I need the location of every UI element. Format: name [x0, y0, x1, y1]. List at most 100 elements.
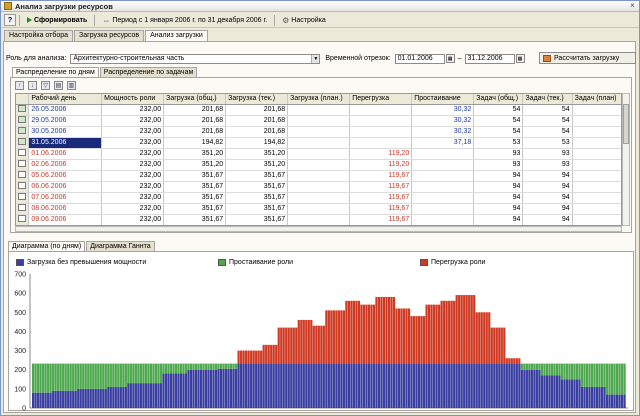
bar-idle	[603, 363, 606, 387]
calendar-icon[interactable]: ▦	[515, 54, 525, 63]
filter-icon[interactable]: ▽	[41, 81, 50, 90]
table-row[interactable]: 30.05.2006 232,00 201,68 201,68 30,32 54 54	[16, 126, 621, 138]
tab-gantt-chart[interactable]: Диаграмма Ганнта	[86, 241, 155, 251]
bar-load	[117, 386, 120, 408]
bar-load	[590, 386, 594, 408]
bar-idle	[54, 363, 57, 391]
bar-overload	[425, 304, 428, 364]
bar-load	[473, 363, 476, 408]
role-select[interactable]: Архитектурно-строительная часть ▼	[70, 53, 321, 64]
tab-load-analysis[interactable]: Анализ загрузки	[145, 30, 208, 42]
table-cell: 54	[522, 126, 573, 138]
generate-button[interactable]: Сформировать	[23, 14, 91, 26]
table-cell: 94	[473, 203, 524, 215]
column-header[interactable]: Мощность роли	[101, 94, 165, 105]
date-to-value: 31.12.2006	[467, 54, 503, 62]
print-icon[interactable]: ▥	[67, 81, 76, 90]
calculate-icon	[543, 54, 551, 62]
role-value: Архитектурно-строительная часть	[73, 54, 185, 62]
help-button[interactable]: ?	[4, 14, 16, 26]
column-header[interactable]: Перегрузка	[349, 94, 413, 105]
date-from-field[interactable]: 01.01.2006	[394, 53, 445, 64]
horizontal-scrollbar[interactable]	[15, 226, 622, 232]
bar-load	[355, 363, 358, 408]
table-row[interactable]: 02.06.2006 232,00 351,20 351,20 119,20 93 93	[16, 159, 621, 171]
bar-overload	[458, 295, 461, 364]
bar-overload	[515, 358, 518, 364]
tab-by-days[interactable]: Распределение по дням	[12, 67, 99, 77]
bar-load	[232, 368, 235, 408]
settings-button[interactable]: ⚙ Настройка	[278, 14, 330, 26]
toolbar-separator	[94, 14, 96, 26]
bar-load	[322, 363, 325, 408]
tab-chart-by-days[interactable]: Диаграмма (по дням)	[8, 241, 86, 251]
bar-load	[588, 386, 591, 408]
column-header[interactable]: Задач (тек.)	[522, 94, 573, 105]
bar-idle	[39, 363, 42, 393]
bar-idle	[169, 363, 173, 374]
table-row[interactable]: 01.06.2006 232,00 351,20 351,20 119,20 93 93	[16, 148, 621, 160]
table-cell	[572, 203, 621, 215]
column-header[interactable]: Загрузка (план.)	[287, 94, 351, 105]
column-header[interactable]: Загрузка (общ.)	[163, 94, 227, 105]
bar-load	[595, 386, 599, 408]
table-cell	[411, 159, 475, 171]
bar-load	[202, 369, 205, 408]
table-row[interactable]: 07.06.2006 232,00 351,67 351,67 119,67 94 94	[16, 192, 621, 204]
tab-resource-load[interactable]: Загрузка ресурсов	[74, 30, 145, 41]
column-header[interactable]: Простаивание	[411, 94, 475, 105]
bar-overload	[518, 358, 521, 364]
chevron-down-icon[interactable]: ▼	[311, 54, 320, 63]
sort-asc-icon[interactable]: ↑	[15, 81, 24, 90]
column-header[interactable]: Рабочий день	[28, 94, 103, 105]
bar-idle	[222, 363, 225, 369]
bar-load	[327, 363, 330, 408]
bar-load	[603, 386, 606, 408]
bar-load	[443, 363, 446, 408]
scroll-thumb[interactable]	[623, 104, 629, 144]
table-row[interactable]: 05.06.2006 232,00 351,67 351,67 119,67 94 94	[16, 170, 621, 182]
legend-swatch	[16, 259, 24, 266]
bar-overload	[382, 296, 386, 364]
table-cell: 351,67	[163, 181, 227, 193]
tab-filter-settings[interactable]: Настройка отбора	[4, 30, 74, 41]
bar-load	[610, 394, 614, 408]
table-cell	[411, 214, 475, 225]
table-row[interactable]: 26.05.2006 232,00 201,68 201,68 30,32 54 54	[16, 104, 621, 116]
column-header[interactable]: Задач (план)	[572, 94, 621, 105]
bar-load	[47, 392, 50, 408]
bar-overload	[453, 300, 456, 364]
table-cell: 194,82	[225, 137, 289, 149]
bar-load	[518, 363, 521, 408]
period-range-label: Временной отрезок:	[325, 55, 391, 62]
calendar-day-icon	[18, 214, 27, 222]
export-icon[interactable]: ▤	[54, 81, 63, 90]
tab-by-tasks[interactable]: Распределение по задачам	[99, 67, 198, 77]
bar-idle	[538, 363, 541, 370]
table-cell: 351,67	[163, 192, 227, 204]
bar-idle	[555, 363, 559, 376]
bar-overload	[367, 304, 371, 364]
bar-load	[330, 363, 333, 408]
vertical-scrollbar[interactable]	[622, 93, 630, 226]
bar-overload	[265, 344, 268, 364]
date-to-field[interactable]: 31.12.2006	[464, 53, 515, 64]
period-button[interactable]: ⇔ Период с 1 января 2006 г. по 31 декабр…	[98, 14, 271, 26]
bar-overload	[335, 310, 338, 364]
close-icon[interactable]: ×	[630, 1, 635, 10]
table-row[interactable]: 31.05.2006 232,00 194,82 194,82 37,18 53 53	[16, 137, 621, 149]
bar-idle	[545, 363, 549, 376]
bar-load	[257, 363, 260, 408]
calculate-load-button[interactable]: Рассчитать загрузку	[539, 52, 636, 64]
table-row[interactable]: 08.06.2006 232,00 351,67 351,67 119,67 94 94	[16, 203, 621, 215]
column-header[interactable]: Загрузка (тек.)	[225, 94, 289, 105]
table-row[interactable]: 29.05.2006 232,00 201,68 201,68 30,32 54 54	[16, 115, 621, 127]
calendar-icon[interactable]: ▦	[445, 54, 455, 63]
bar-idle	[134, 363, 137, 384]
column-header[interactable]: Задач (общ.)	[473, 94, 524, 105]
table-row[interactable]: 09.06.2006 232,00 351,67 351,67 119,67 94 94	[16, 214, 621, 225]
sort-desc-icon[interactable]: ↓	[28, 81, 37, 90]
table-row[interactable]: 06.06.2006 232,00 351,67 351,67 119,67 94 94	[16, 181, 621, 193]
bar-idle	[139, 363, 142, 384]
bar-load	[548, 375, 551, 408]
